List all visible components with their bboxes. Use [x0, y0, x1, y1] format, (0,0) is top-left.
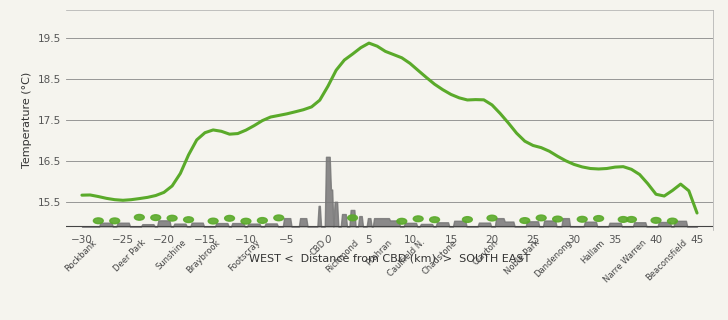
Ellipse shape [110, 215, 119, 221]
Text: Footscray: Footscray [227, 238, 262, 273]
Text: Prahran: Prahran [364, 238, 394, 268]
Text: Braybrook: Braybrook [184, 238, 221, 275]
Ellipse shape [618, 217, 628, 223]
Text: Noble Park: Noble Park [503, 238, 541, 276]
Ellipse shape [553, 215, 563, 221]
Text: Caulfield N.: Caulfield N. [386, 238, 427, 279]
Ellipse shape [594, 217, 604, 222]
Ellipse shape [668, 217, 677, 223]
Ellipse shape [627, 217, 636, 223]
Ellipse shape [241, 215, 251, 221]
Ellipse shape [430, 217, 440, 223]
Ellipse shape [414, 215, 423, 221]
Ellipse shape [537, 216, 546, 222]
Text: Richmond: Richmond [325, 238, 361, 274]
Ellipse shape [258, 218, 267, 224]
Ellipse shape [520, 218, 530, 223]
Ellipse shape [274, 216, 284, 222]
Text: Deer Park: Deer Park [112, 238, 148, 273]
Ellipse shape [225, 217, 234, 222]
Ellipse shape [135, 216, 144, 221]
Text: Rockbank: Rockbank [63, 238, 98, 273]
Text: Narre Warren: Narre Warren [601, 238, 648, 284]
X-axis label: WEST <  Distance from CBD (km)  >  SOUTH EAST: WEST < Distance from CBD (km) > SOUTH EA… [249, 253, 530, 264]
Y-axis label: Temperature (°C): Temperature (°C) [22, 72, 32, 168]
Ellipse shape [348, 219, 357, 224]
Text: Beaconsfield: Beaconsfield [644, 238, 689, 282]
Ellipse shape [167, 214, 177, 220]
Ellipse shape [208, 216, 218, 222]
Ellipse shape [183, 218, 194, 224]
Text: Sunshine: Sunshine [155, 238, 189, 272]
Ellipse shape [462, 217, 472, 223]
Ellipse shape [93, 217, 103, 223]
Ellipse shape [151, 215, 161, 220]
Text: Hallam: Hallam [579, 238, 607, 265]
Text: Chadstone: Chadstone [421, 238, 459, 276]
Ellipse shape [397, 215, 407, 220]
Ellipse shape [651, 217, 661, 223]
Ellipse shape [577, 216, 587, 222]
Text: Clayton: Clayton [471, 238, 500, 267]
Text: CBD: CBD [309, 238, 328, 257]
Text: Dandenong: Dandenong [533, 238, 574, 279]
Ellipse shape [487, 215, 497, 220]
